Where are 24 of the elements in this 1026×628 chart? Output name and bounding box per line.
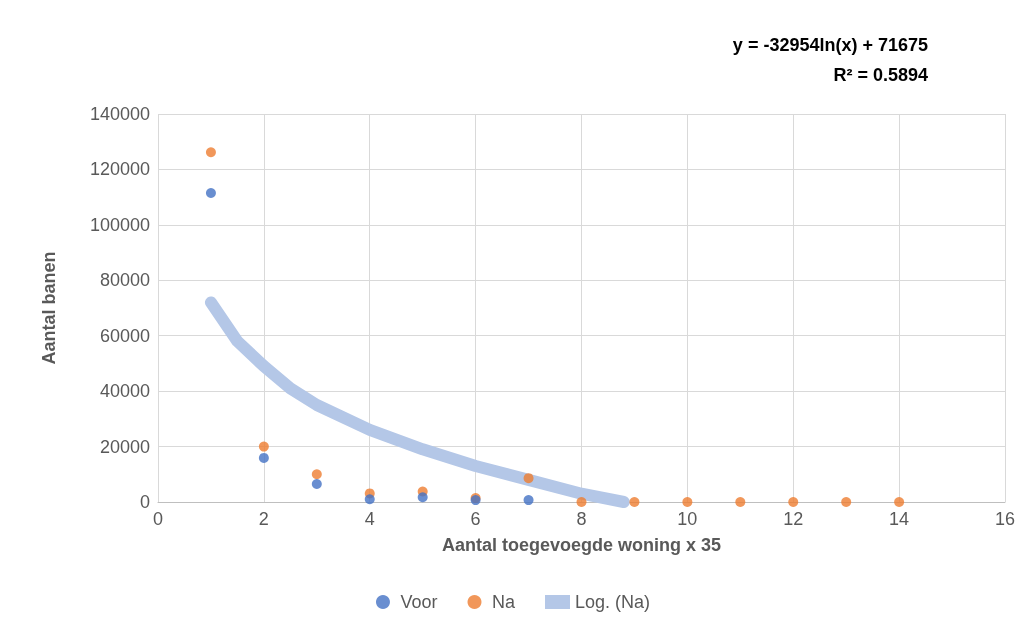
x-tick-label: 4 — [364, 509, 375, 529]
legend-label: Na — [491, 592, 516, 612]
x-tick-label: 16 — [994, 509, 1015, 529]
x-axis-title: Aantal toegevoegde woning x 35 — [441, 535, 722, 555]
y-tick-label: 140000 — [89, 104, 150, 124]
x-tick-label: 8 — [576, 509, 587, 529]
y-tick-label: 100000 — [89, 214, 150, 235]
x-tick-label: 2 — [258, 509, 269, 529]
y-tick-label: 40000 — [99, 381, 150, 402]
x-tick-label: 14 — [889, 509, 910, 529]
y-tick-label: 80000 — [99, 270, 150, 291]
y-tick-label: 60000 — [99, 325, 150, 346]
x-tick-label: 12 — [783, 509, 804, 529]
text: y = -32954ln(x) + 71675 — [732, 35, 928, 55]
y-tick-label: 0 — [139, 492, 150, 512]
y-tick-label: 120000 — [89, 159, 150, 180]
x-tick-label: 10 — [677, 509, 698, 529]
y-axis-title: Aantal banen — [39, 251, 59, 365]
y-tick-label: 20000 — [99, 436, 150, 457]
legend-label: Voor — [400, 592, 438, 612]
legend-label: Log. (Na) — [575, 592, 651, 612]
text: R² = 0.5894 — [833, 65, 928, 85]
x-tick-label: 0 — [152, 509, 164, 529]
x-tick-label: 6 — [470, 509, 481, 529]
